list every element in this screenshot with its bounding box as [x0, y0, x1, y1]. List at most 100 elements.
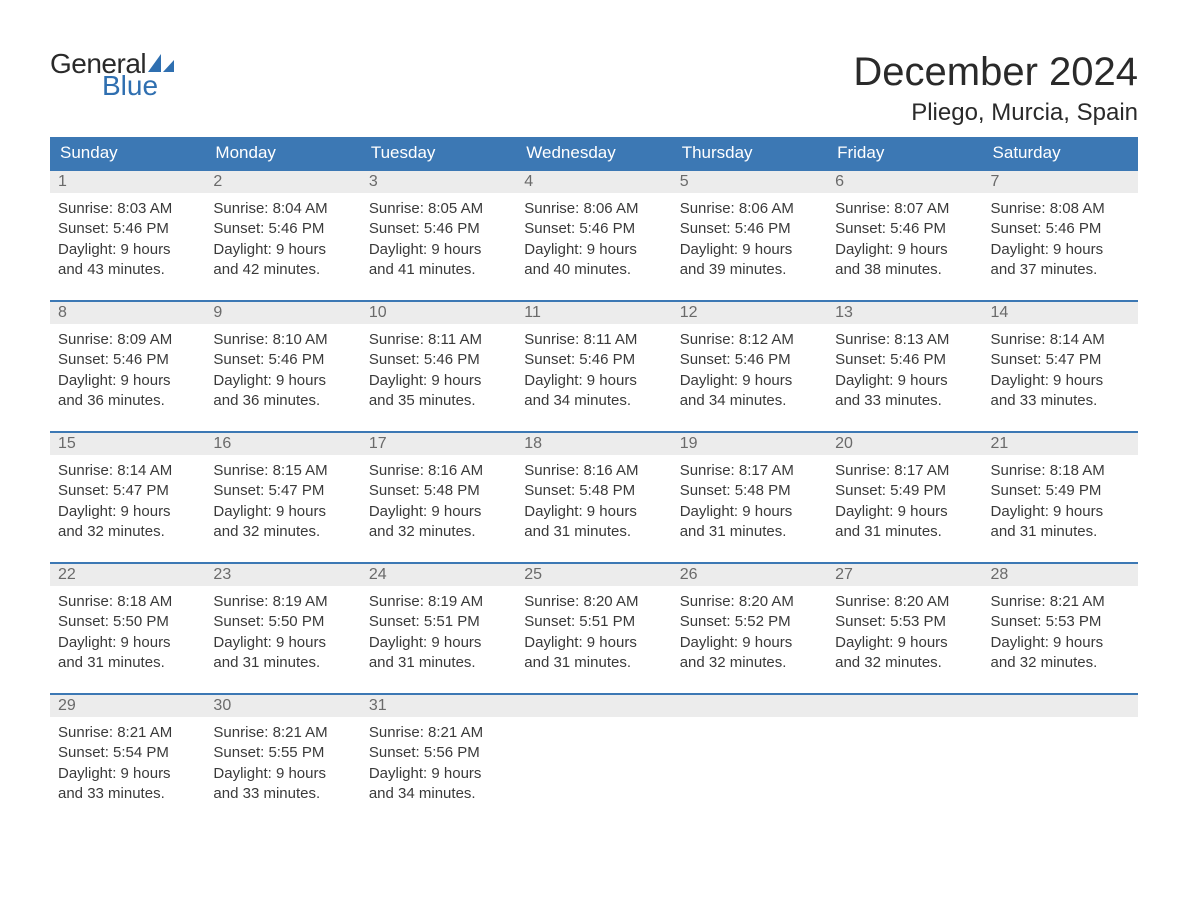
sunrise-line: Sunrise: 8:03 AM [58, 199, 197, 219]
daylight-line-2: and 42 minutes. [213, 260, 352, 280]
sunset-line: Sunset: 5:51 PM [524, 612, 663, 632]
daylight-line-2: and 34 minutes. [524, 391, 663, 411]
calendar-day-body: Sunrise: 8:17 AMSunset: 5:48 PMDaylight:… [672, 455, 827, 548]
calendar-day-number: 2 [205, 171, 360, 193]
calendar-day-body: Sunrise: 8:08 AMSunset: 5:46 PMDaylight:… [983, 193, 1138, 286]
sunrise-line: Sunrise: 8:21 AM [58, 723, 197, 743]
sunset-line: Sunset: 5:47 PM [58, 481, 197, 501]
calendar-day: 4Sunrise: 8:06 AMSunset: 5:46 PMDaylight… [516, 171, 671, 286]
calendar-day-body: Sunrise: 8:04 AMSunset: 5:46 PMDaylight:… [205, 193, 360, 286]
calendar-day-body: Sunrise: 8:09 AMSunset: 5:46 PMDaylight:… [50, 324, 205, 417]
daylight-line-1: Daylight: 9 hours [213, 633, 352, 653]
calendar-day-number: 10 [361, 302, 516, 324]
sunset-line: Sunset: 5:46 PM [524, 219, 663, 239]
calendar-day: 18Sunrise: 8:16 AMSunset: 5:48 PMDayligh… [516, 433, 671, 548]
daylight-line-2: and 31 minutes. [213, 653, 352, 673]
sunrise-line: Sunrise: 8:11 AM [369, 330, 508, 350]
dow-friday: Friday [827, 137, 982, 169]
sunset-line: Sunset: 5:46 PM [213, 350, 352, 370]
daylight-line-2: and 39 minutes. [680, 260, 819, 280]
calendar-day: 5Sunrise: 8:06 AMSunset: 5:46 PMDaylight… [672, 171, 827, 286]
calendar-day: 13Sunrise: 8:13 AMSunset: 5:46 PMDayligh… [827, 302, 982, 417]
daylight-line-2: and 38 minutes. [835, 260, 974, 280]
calendar-day: 31Sunrise: 8:21 AMSunset: 5:56 PMDayligh… [361, 695, 516, 810]
sunrise-line: Sunrise: 8:12 AM [680, 330, 819, 350]
daylight-line-1: Daylight: 9 hours [835, 371, 974, 391]
daylight-line-1: Daylight: 9 hours [58, 240, 197, 260]
calendar-day-number: 16 [205, 433, 360, 455]
calendar-day-body: Sunrise: 8:21 AMSunset: 5:55 PMDaylight:… [205, 717, 360, 810]
days-of-week-header: SundayMondayTuesdayWednesdayThursdayFrid… [50, 137, 1138, 169]
calendar-day: 19Sunrise: 8:17 AMSunset: 5:48 PMDayligh… [672, 433, 827, 548]
sunrise-line: Sunrise: 8:08 AM [991, 199, 1130, 219]
calendar-day-number: 21 [983, 433, 1138, 455]
daylight-line-1: Daylight: 9 hours [835, 240, 974, 260]
daylight-line-2: and 33 minutes. [213, 784, 352, 804]
calendar-day-empty: . [672, 695, 827, 810]
daylight-line-1: Daylight: 9 hours [680, 371, 819, 391]
calendar-day-number: 31 [361, 695, 516, 717]
calendar-week: 15Sunrise: 8:14 AMSunset: 5:47 PMDayligh… [50, 431, 1138, 548]
sunset-line: Sunset: 5:46 PM [369, 350, 508, 370]
daylight-line-1: Daylight: 9 hours [213, 240, 352, 260]
calendar-day-body: Sunrise: 8:17 AMSunset: 5:49 PMDaylight:… [827, 455, 982, 548]
sunset-line: Sunset: 5:46 PM [835, 219, 974, 239]
sunrise-line: Sunrise: 8:21 AM [213, 723, 352, 743]
calendar-day: 11Sunrise: 8:11 AMSunset: 5:46 PMDayligh… [516, 302, 671, 417]
calendar-day-body: Sunrise: 8:05 AMSunset: 5:46 PMDaylight:… [361, 193, 516, 286]
sunrise-line: Sunrise: 8:20 AM [680, 592, 819, 612]
sunset-line: Sunset: 5:46 PM [58, 219, 197, 239]
daylight-line-2: and 37 minutes. [991, 260, 1130, 280]
calendar-day-number: 27 [827, 564, 982, 586]
daylight-line-1: Daylight: 9 hours [524, 502, 663, 522]
daylight-line-2: and 31 minutes. [680, 522, 819, 542]
sunset-line: Sunset: 5:48 PM [524, 481, 663, 501]
daylight-line-1: Daylight: 9 hours [524, 371, 663, 391]
calendar-day-body: Sunrise: 8:18 AMSunset: 5:50 PMDaylight:… [50, 586, 205, 679]
daylight-line-1: Daylight: 9 hours [524, 633, 663, 653]
sunrise-line: Sunrise: 8:04 AM [213, 199, 352, 219]
brand-logo: General Blue [50, 50, 174, 100]
calendar-day-number: 14 [983, 302, 1138, 324]
daylight-line-2: and 31 minutes. [524, 522, 663, 542]
calendar-day-body: Sunrise: 8:11 AMSunset: 5:46 PMDaylight:… [516, 324, 671, 417]
calendar-week: 8Sunrise: 8:09 AMSunset: 5:46 PMDaylight… [50, 300, 1138, 417]
daylight-line-2: and 33 minutes. [58, 784, 197, 804]
calendar-day-number: 12 [672, 302, 827, 324]
sunset-line: Sunset: 5:46 PM [680, 350, 819, 370]
calendar-day: 8Sunrise: 8:09 AMSunset: 5:46 PMDaylight… [50, 302, 205, 417]
daylight-line-2: and 32 minutes. [58, 522, 197, 542]
calendar-day-number: 20 [827, 433, 982, 455]
sunset-line: Sunset: 5:46 PM [680, 219, 819, 239]
daylight-line-1: Daylight: 9 hours [369, 764, 508, 784]
calendar-day-body: Sunrise: 8:10 AMSunset: 5:46 PMDaylight:… [205, 324, 360, 417]
calendar-day-number: 11 [516, 302, 671, 324]
calendar-day: 7Sunrise: 8:08 AMSunset: 5:46 PMDaylight… [983, 171, 1138, 286]
daylight-line-1: Daylight: 9 hours [835, 633, 974, 653]
calendar-day: 6Sunrise: 8:07 AMSunset: 5:46 PMDaylight… [827, 171, 982, 286]
daylight-line-2: and 31 minutes. [524, 653, 663, 673]
daylight-line-1: Daylight: 9 hours [680, 502, 819, 522]
daylight-line-1: Daylight: 9 hours [369, 502, 508, 522]
daylight-line-2: and 33 minutes. [835, 391, 974, 411]
calendar-day-empty: . [827, 695, 982, 810]
header: General Blue December 2024 Pliego, Murci… [50, 50, 1138, 127]
daylight-line-2: and 31 minutes. [835, 522, 974, 542]
calendar-day: 30Sunrise: 8:21 AMSunset: 5:55 PMDayligh… [205, 695, 360, 810]
sunrise-line: Sunrise: 8:18 AM [58, 592, 197, 612]
daylight-line-1: Daylight: 9 hours [680, 633, 819, 653]
calendar-day: 20Sunrise: 8:17 AMSunset: 5:49 PMDayligh… [827, 433, 982, 548]
sunrise-line: Sunrise: 8:07 AM [835, 199, 974, 219]
calendar-day-number: 17 [361, 433, 516, 455]
daylight-line-2: and 31 minutes. [991, 522, 1130, 542]
daylight-line-1: Daylight: 9 hours [835, 502, 974, 522]
sunset-line: Sunset: 5:49 PM [991, 481, 1130, 501]
sunrise-line: Sunrise: 8:19 AM [213, 592, 352, 612]
calendar-day-body: Sunrise: 8:03 AMSunset: 5:46 PMDaylight:… [50, 193, 205, 286]
sunset-line: Sunset: 5:48 PM [369, 481, 508, 501]
daylight-line-2: and 32 minutes. [680, 653, 819, 673]
sunset-line: Sunset: 5:55 PM [213, 743, 352, 763]
daylight-line-1: Daylight: 9 hours [58, 633, 197, 653]
sunrise-line: Sunrise: 8:06 AM [680, 199, 819, 219]
calendar-day-body: Sunrise: 8:19 AMSunset: 5:50 PMDaylight:… [205, 586, 360, 679]
